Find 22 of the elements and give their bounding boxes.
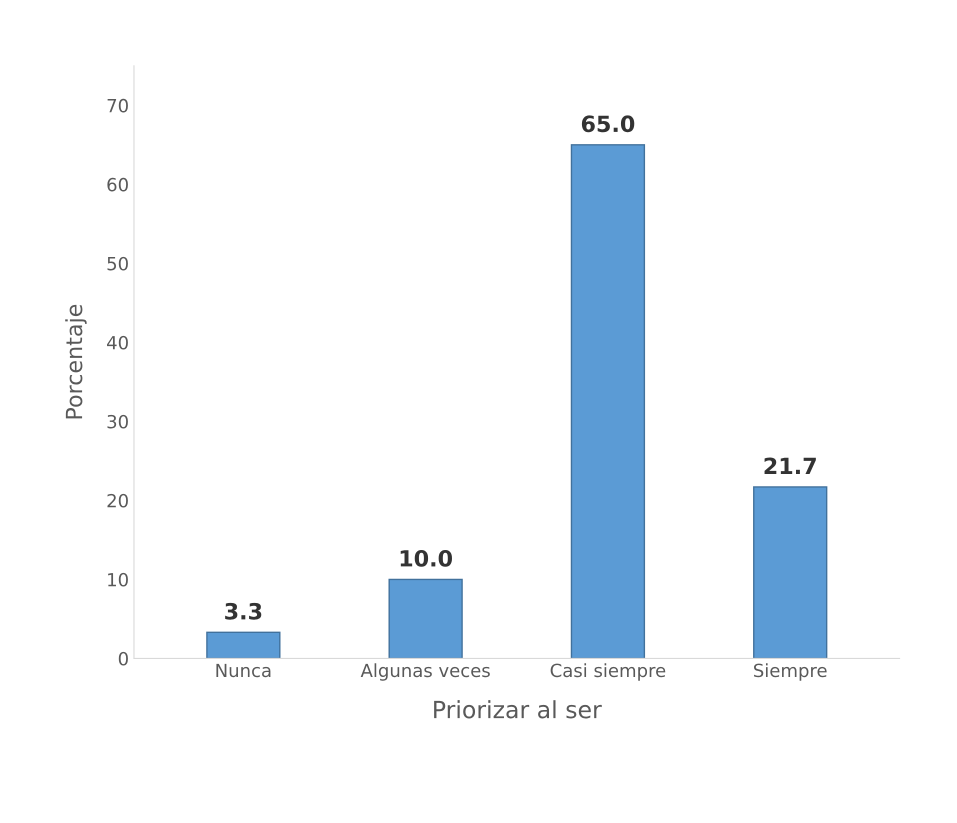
data-label: 21.7 (764, 458, 816, 474)
y-tick-label: 60 (107, 178, 128, 192)
y-axis-title: Porcentaje (65, 304, 87, 418)
bar (206, 632, 281, 658)
bar (753, 486, 828, 658)
y-tick-label: 0 (118, 652, 128, 666)
x-axis-title: Priorizar al ser (434, 700, 602, 718)
data-label: 65.0 (582, 115, 634, 132)
x-tick-label: Algunas veces (360, 663, 490, 681)
y-tick-label: 20 (107, 494, 128, 508)
y-tick-label: 30 (108, 414, 128, 428)
y-tick-label: 10 (108, 572, 128, 587)
data-label: 10.0 (400, 550, 452, 567)
x-tick-label: Siempre (754, 663, 827, 681)
x-tick-label: Nunca (216, 664, 270, 678)
y-tick-label: 40 (107, 336, 128, 350)
y-tick-label: 50 (108, 256, 128, 270)
x-tick-label: Casi siempre (550, 663, 666, 681)
bar (388, 578, 463, 658)
y-tick-label: 70 (108, 98, 128, 112)
data-label: 3.3 (225, 602, 262, 620)
bar (570, 144, 646, 658)
